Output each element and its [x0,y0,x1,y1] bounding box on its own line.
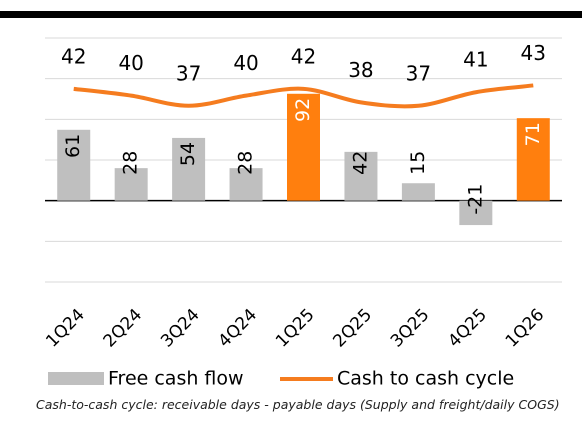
bar [287,93,320,201]
bar [229,168,263,201]
bar [114,168,148,201]
line [73,83,534,109]
bar-value-label: 54 [177,142,199,166]
bar [401,183,435,201]
x-tick-label: 3Q25 [387,305,434,352]
x-tick-label: 2Q24 [100,305,147,352]
bar [57,129,91,201]
bar-value-label: 28 [120,151,142,175]
bar-value-label: 42 [349,151,371,175]
line-value-label: 38 [348,58,373,82]
bar-value-label: 15 [407,151,429,175]
line-value-label: 42 [291,44,316,68]
footnote: Cash-to-cash cycle: receivable days - pa… [36,397,560,412]
x-tick-label: 1Q26 [502,305,549,352]
bar-value-label: 92 [292,98,314,122]
header-rule [0,11,582,18]
line-value-label: 40 [233,51,258,75]
x-tick-label: 4Q24 [215,305,262,352]
line-value-label: 37 [406,61,431,85]
x-tick-label: 4Q25 [444,305,491,352]
legend-label: Free cash flow [108,368,244,390]
legend-swatch [48,372,104,385]
bar [516,118,550,201]
x-tick-label: 2Q25 [329,305,376,352]
line-value-label: 42 [61,44,86,68]
bar-value-label: -21 [464,184,486,215]
x-tick-label: 1Q24 [42,305,89,352]
x-tick-label: 3Q24 [157,305,204,352]
bar [172,137,206,201]
line-value-label: 37 [176,61,201,85]
bar-value-label: 28 [235,151,257,175]
legend-label: Cash to cash cycle [337,368,514,390]
x-tick-label: 1Q25 [272,305,319,352]
bar-value-label: 61 [62,134,84,158]
line-value-label: 41 [463,48,488,72]
bar-value-label: 71 [522,122,544,146]
line-value-label: 40 [118,51,143,75]
bar [459,200,493,226]
bar [344,151,378,201]
line-value-label: 43 [521,41,546,65]
